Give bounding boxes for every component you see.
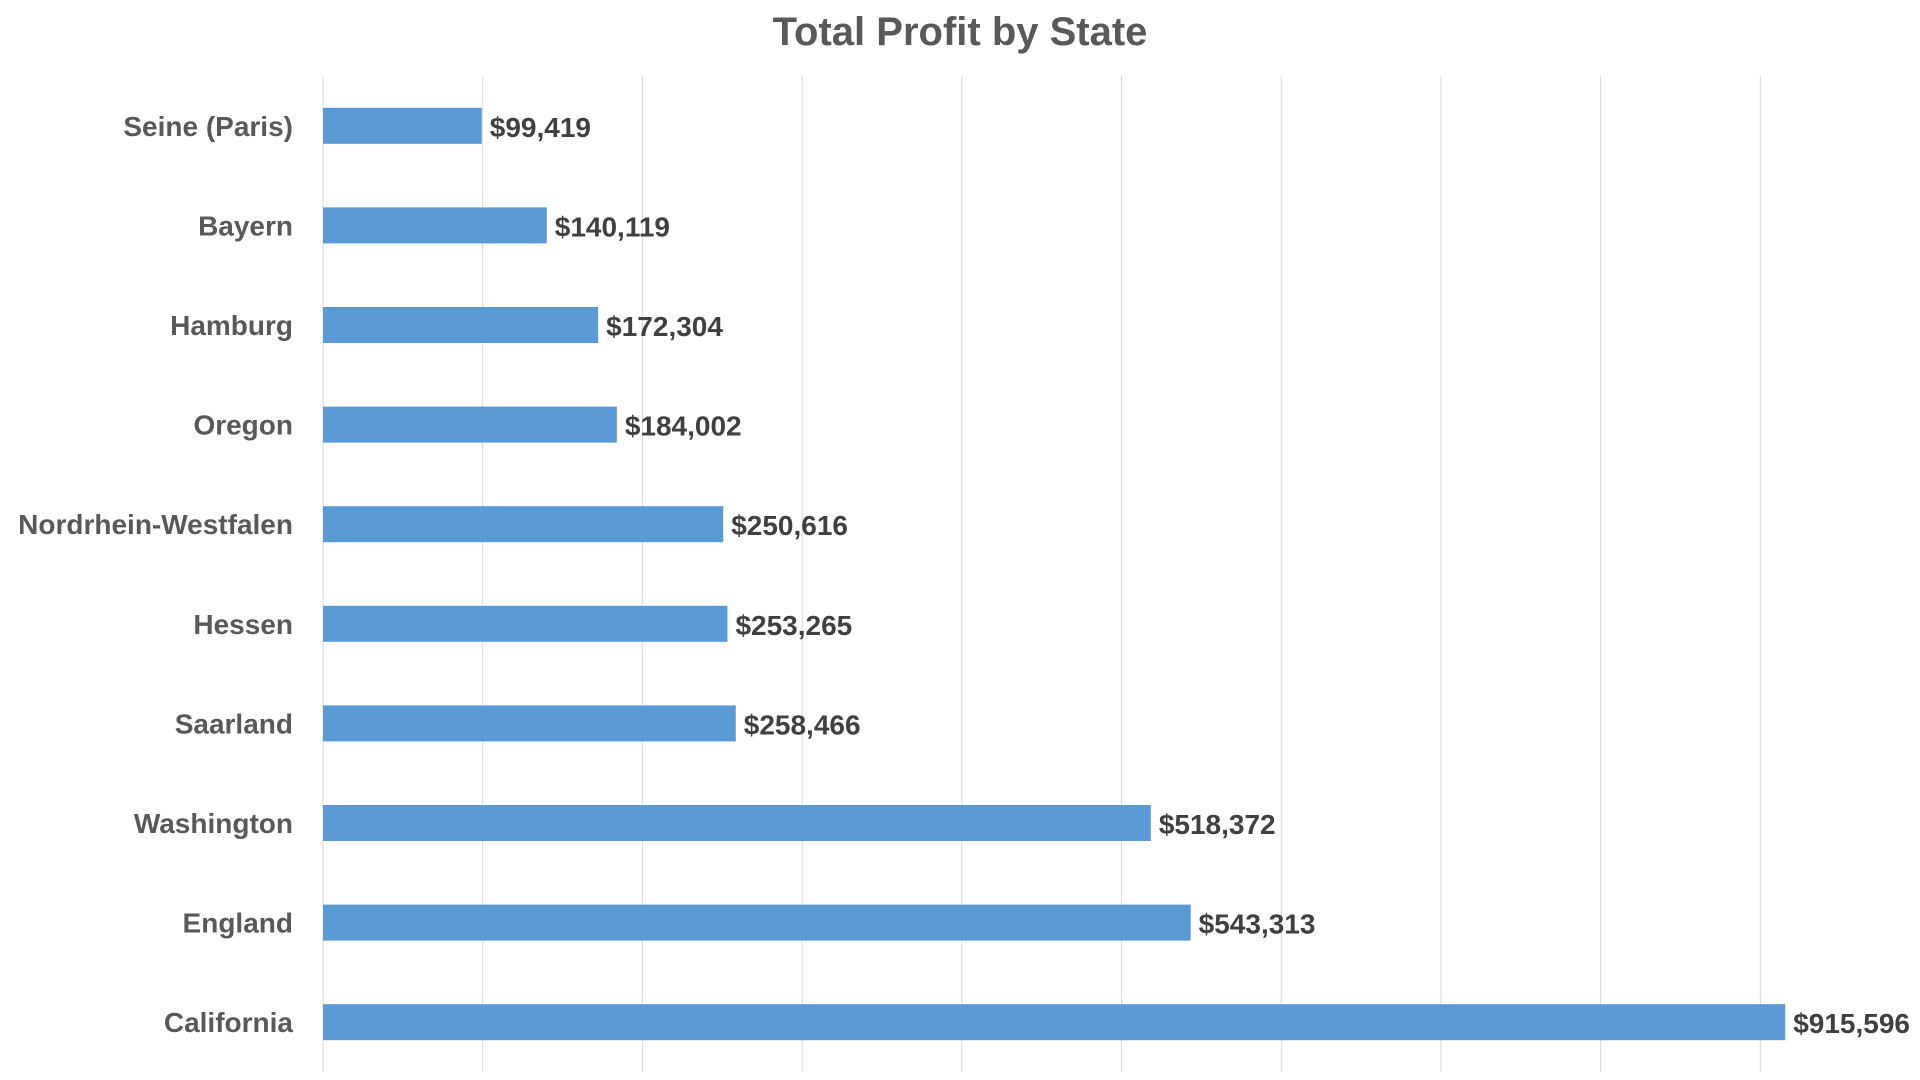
data-label-2: $172,304: [606, 311, 723, 342]
data-label-1: $140,119: [555, 211, 670, 242]
category-label-9: California: [164, 1007, 294, 1038]
data-label-0: $99,419: [490, 112, 591, 143]
bar-5: [323, 605, 728, 642]
category-label-4: Nordrhein-Westfalen: [18, 509, 293, 540]
bar-1: [323, 207, 547, 244]
category-label-7: Washington: [134, 808, 293, 839]
category-label-8: England: [183, 908, 293, 939]
data-label-4: $250,616: [731, 510, 848, 541]
bar-6: [323, 705, 736, 742]
bar-3: [323, 406, 617, 443]
bar-8: [323, 904, 1191, 941]
data-label-7: $518,372: [1159, 809, 1276, 840]
data-label-6: $258,466: [744, 709, 861, 740]
bar-4: [323, 506, 724, 543]
data-label-3: $184,002: [625, 411, 742, 442]
data-label-9: $915,596: [1793, 1008, 1910, 1039]
data-label-8: $543,313: [1199, 909, 1316, 940]
category-label-0: Seine (Paris): [123, 111, 293, 142]
category-label-5: Hessen: [193, 609, 293, 640]
data-label-5: $253,265: [735, 610, 852, 641]
bar-9: [323, 1004, 1786, 1041]
category-label-3: Oregon: [193, 410, 293, 441]
chart-title: Total Profit by State: [772, 10, 1148, 54]
bar-2: [323, 307, 599, 343]
bar-0: [323, 107, 482, 144]
bar-7: [323, 805, 1151, 841]
category-label-6: Saarland: [175, 708, 293, 739]
category-label-2: Hamburg: [170, 310, 293, 341]
category-label-1: Bayern: [198, 210, 293, 241]
